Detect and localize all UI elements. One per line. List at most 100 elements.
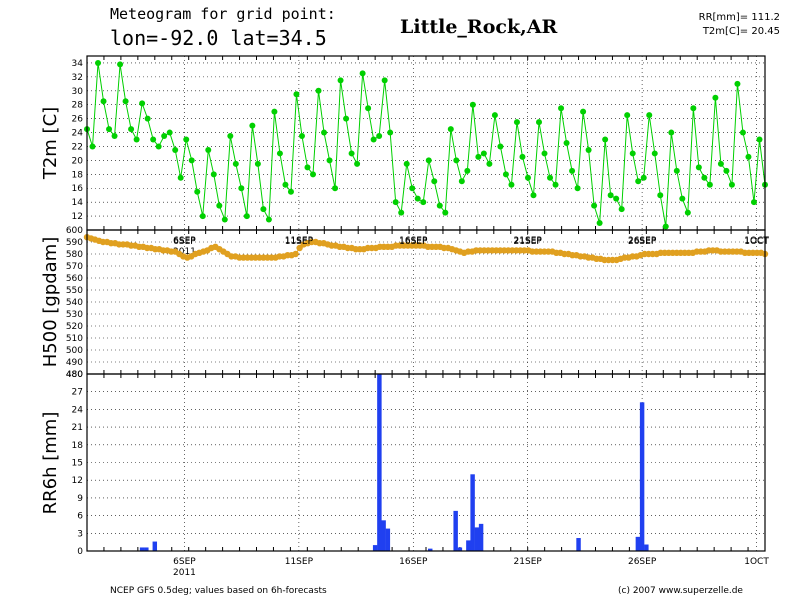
data-point (657, 192, 664, 199)
data-point (613, 195, 620, 202)
data-point (315, 87, 322, 94)
x-tick-label: 6SEP (173, 237, 196, 247)
data-point (536, 119, 542, 126)
data-point (172, 146, 179, 153)
data-point (205, 146, 212, 153)
panel-frame (86, 373, 766, 552)
x-tick-label: 26SEP (628, 237, 657, 247)
data-point (249, 122, 256, 129)
stat-t2m: T2m[C]= 20.45 (702, 26, 780, 37)
y-tick-label: 590 (66, 238, 83, 248)
y-tick-label: 530 (66, 310, 83, 320)
data-point (199, 213, 206, 220)
data-point (210, 171, 217, 178)
precip-bar (428, 548, 433, 551)
data-point (243, 213, 250, 220)
y-tick-label: 12 (72, 212, 83, 222)
data-point (260, 206, 267, 213)
data-point (392, 199, 399, 206)
data-point (122, 98, 129, 105)
data-point (376, 133, 383, 140)
data-point (723, 167, 730, 174)
data-point (530, 192, 537, 199)
data-point (144, 115, 151, 122)
x-tick-label: 1OCT (744, 236, 769, 246)
data-point (580, 108, 587, 115)
y-tick-label: 34 (72, 59, 84, 69)
data-point (117, 61, 124, 68)
y-tick-label: 27 (72, 388, 83, 398)
data-point (717, 160, 724, 167)
data-point (403, 160, 410, 167)
t2m-panel: 12 14 16 18 20 22 24 26 28 30 32 34 T2m [C] 6SEP 11SEP… (40, 55, 769, 257)
rr6h-panel: 0 3 6 9 12 15 18 21 24 27 480 RR6h [mm] 6SEP 11SEP 16S… (40, 370, 769, 578)
data-point (574, 185, 581, 192)
x-tick-label: 1OCT (744, 237, 769, 247)
y-tick-label: 560 (66, 274, 83, 284)
data-point (387, 129, 394, 136)
y-axis-label: RR6h [mm] (40, 412, 61, 515)
data-point (640, 174, 647, 181)
y-tick-label: 550 (66, 286, 83, 296)
y-tick-label: 20 (72, 156, 84, 166)
data-point (398, 209, 405, 216)
data-point (745, 153, 752, 160)
data-point (734, 80, 741, 87)
y-tick-label: 500 (66, 346, 83, 356)
y-tick-label: 22 (72, 142, 83, 152)
data-point (558, 105, 565, 112)
x-tick-label: 11SEP (285, 236, 314, 246)
y-tick-label: 600 (66, 226, 83, 236)
data-point (750, 199, 757, 206)
data-point (128, 126, 135, 133)
data-point (486, 160, 493, 167)
data-point (679, 195, 686, 202)
data-point (343, 115, 350, 122)
y-tick-label: 32 (72, 73, 83, 83)
y-tick-label: 520 (66, 322, 83, 332)
y-tick-label: 480 (66, 370, 83, 380)
data-point (651, 150, 658, 157)
precip-bar (453, 510, 458, 551)
data-point (95, 59, 102, 66)
data-point (668, 129, 675, 136)
data-point (662, 223, 669, 230)
y-tick-label: 6 (77, 512, 83, 522)
y-tick-label: 9 (77, 494, 83, 504)
data-point (326, 157, 333, 164)
x-tick-label: 21SEP (514, 237, 543, 247)
data-point (221, 216, 228, 223)
data-point (238, 185, 245, 192)
y-tick-label: 16 (72, 184, 84, 194)
data-point (706, 181, 713, 188)
data-point (265, 216, 272, 223)
data-point (177, 174, 184, 181)
station-name: Little_Rock,AR (400, 16, 558, 38)
title-coordinates: lon=-92.0 lat=34.5 (110, 26, 327, 50)
y-tick-label: 570 (66, 262, 83, 272)
precip-bar (381, 520, 386, 551)
data-point (292, 250, 299, 258)
data-point (690, 105, 697, 112)
data-point (624, 112, 631, 119)
y-tick-label: 28 (72, 101, 84, 111)
data-point (607, 192, 614, 199)
data-point (111, 133, 118, 140)
data-point (425, 157, 432, 164)
data-point (502, 171, 509, 178)
data-point (254, 160, 261, 167)
precip-bar (639, 402, 645, 551)
data-point (728, 181, 735, 188)
stat-rr-total: RR[mm]= 111.2 (698, 12, 780, 23)
precip-bar (385, 528, 391, 551)
data-point (106, 126, 113, 133)
data-point (596, 220, 603, 227)
precip-bar (372, 545, 378, 551)
data-point (414, 195, 421, 202)
y-tick-label: 510 (66, 334, 83, 344)
x-tick-label: 26SEP (628, 236, 657, 246)
data-point (370, 136, 377, 143)
y-tick-label: 3 (77, 529, 83, 539)
data-point (453, 157, 460, 164)
precip-bar (377, 374, 382, 551)
